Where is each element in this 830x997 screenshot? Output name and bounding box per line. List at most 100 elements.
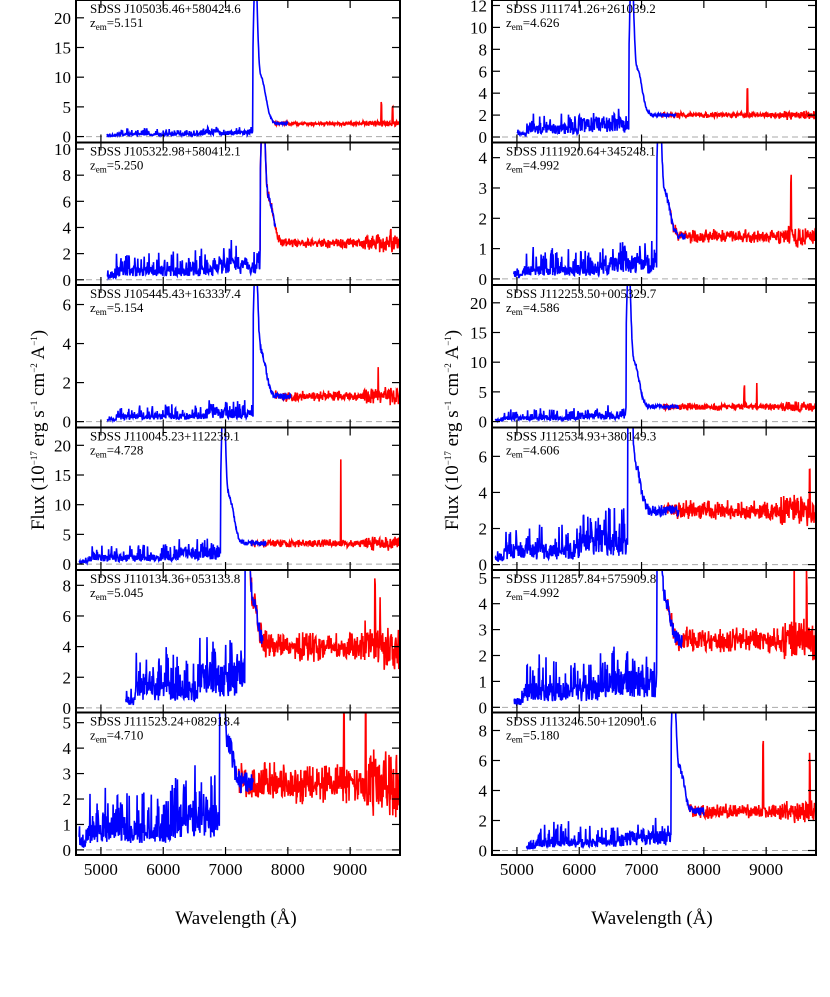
spectrum-blue: [78, 427, 267, 566]
spectrum-blue: [513, 142, 686, 279]
object-name: SDSS J105445.43+163337.4: [90, 286, 241, 301]
y-tick-label: 4: [479, 595, 488, 614]
y-tick-label: 0: [63, 413, 72, 432]
object-name: SDSS J112857.84+575909.8: [506, 571, 656, 586]
y-tick-label: 15: [54, 466, 71, 485]
y-tick-label: 6: [63, 296, 72, 315]
y-tick-label: 8: [63, 166, 72, 185]
y-tick-label: 20: [54, 9, 71, 28]
spectrum-blue: [106, 285, 292, 424]
x-tick-label: 5000: [500, 860, 534, 879]
y-tick-label: 4: [63, 739, 72, 758]
redshift-label: zem=4.728: [90, 443, 143, 460]
y-tick-label: 3: [479, 621, 488, 640]
x-axis-title-right: Wavelength (Å): [591, 908, 712, 929]
object-name: SDSS J111920.64+345248.1: [506, 144, 656, 159]
panel-0-0: 0 5 10 15 20 SDSS J105036.46+580424.6zem=5.15…: [54, 0, 401, 147]
y-tick-label: 5: [479, 569, 488, 588]
object-name: SDSS J110045.23+112239.1: [90, 429, 240, 444]
spectrum-blue: [494, 427, 680, 562]
y-tick-label: 20: [54, 436, 71, 455]
y-tick-label: 3: [63, 765, 72, 784]
y-tick-label: 0: [63, 128, 72, 147]
x-tick-label: 8000: [687, 860, 721, 879]
y-tick-label: 0: [63, 555, 72, 574]
y-tick-label: 2: [479, 106, 488, 125]
y-tick-label: 10: [54, 68, 71, 87]
y-tick-label: 10: [54, 140, 71, 159]
spectrum-red: [259, 142, 400, 253]
spectrum-blue: [125, 570, 264, 706]
y-tick-label: 2: [63, 245, 72, 264]
spectrum-blue: [106, 0, 289, 139]
object-name: SDSS J112253.50+005329.7: [506, 286, 657, 301]
y-tick-label: 8: [479, 722, 488, 741]
y-axis-title-left: Flux (10−17 erg s−1 cm−2 A−1): [28, 330, 49, 530]
redshift-label: zem=5.151: [90, 15, 143, 32]
redshift-label: zem=5.045: [90, 585, 143, 602]
spectrum-red: [662, 382, 816, 414]
y-tick-label: 0: [479, 413, 488, 432]
redshift-label: zem=4.606: [506, 443, 560, 460]
y-tick-label: 5: [63, 98, 72, 117]
y-tick-label: 0: [63, 841, 72, 860]
object-name: SDSS J113246.50+120901.6: [506, 714, 657, 729]
y-tick-label: 8: [63, 576, 72, 595]
y-tick-label: 2: [479, 647, 488, 666]
spectrum-blue: [513, 570, 683, 707]
spectrum-red: [660, 87, 816, 121]
y-tick-label: 4: [63, 335, 72, 354]
redshift-label: zem=4.710: [90, 728, 143, 745]
y-tick-label: 8: [479, 40, 488, 59]
y-tick-label: 4: [479, 149, 488, 168]
y-tick-label: 15: [470, 324, 487, 343]
y-tick-label: 6: [63, 192, 72, 211]
object-name: SDSS J112534.93+380149.3: [506, 429, 656, 444]
x-tick-label: 6000: [562, 860, 596, 879]
y-tick-label: 12: [470, 0, 487, 15]
spectrum-blue: [516, 0, 677, 138]
y-tick-label: 2: [63, 374, 72, 393]
panel-frame: [491, 711, 817, 856]
y-tick-label: 10: [470, 18, 487, 37]
y-tick-label: 4: [479, 483, 488, 502]
y-tick-label: 6: [63, 607, 72, 626]
panel-0-5: 0 1 2 3 4 5 5000 6000 7000 8000 9000 SDSS J111523.2…: [63, 711, 401, 879]
y-tick-label: 1: [479, 672, 488, 691]
y-tick-label: 15: [54, 39, 71, 58]
x-tick-label: 5000: [84, 860, 118, 879]
panel-1-0: 0 2 4 6 8 10 12 SDSS J111741.26+261039.2zem=4.6…: [470, 0, 817, 147]
object-name: SDSS J105036.46+580424.6: [90, 1, 241, 16]
y-tick-label: 3: [479, 179, 488, 198]
y-axis-title-right: Flux (10−17 erg s−1 cm−2 A−1): [442, 330, 463, 530]
y-tick-label: 5: [479, 383, 488, 402]
redshift-label: zem=5.154: [90, 300, 144, 317]
x-tick-label: 9000: [333, 860, 367, 879]
redshift-label: zem=4.626: [506, 15, 560, 32]
spectrum-red: [250, 459, 400, 551]
spectrum-red: [274, 367, 400, 406]
y-tick-label: 5: [63, 714, 72, 733]
redshift-label: zem=4.992: [506, 158, 559, 175]
object-name: SDSS J105322.98+580412.1: [90, 144, 241, 159]
y-tick-label: 6: [479, 62, 488, 81]
spectrum-blue: [78, 712, 254, 849]
y-tick-label: 0: [63, 271, 72, 290]
x-tick-label: 6000: [146, 860, 180, 879]
spectrum-red: [249, 570, 400, 670]
spectrum-red: [687, 740, 816, 824]
y-tick-label: 10: [470, 353, 487, 372]
object-name: SDSS J111741.26+261039.2: [506, 1, 656, 16]
spectrum-blue: [106, 142, 277, 281]
y-tick-label: 0: [479, 842, 488, 861]
y-tick-label: 6: [479, 447, 488, 466]
x-tick-label: 9000: [749, 860, 783, 879]
y-tick-label: 10: [54, 496, 71, 515]
y-tick-label: 0: [479, 556, 488, 575]
y-tick-label: 4: [63, 638, 72, 657]
